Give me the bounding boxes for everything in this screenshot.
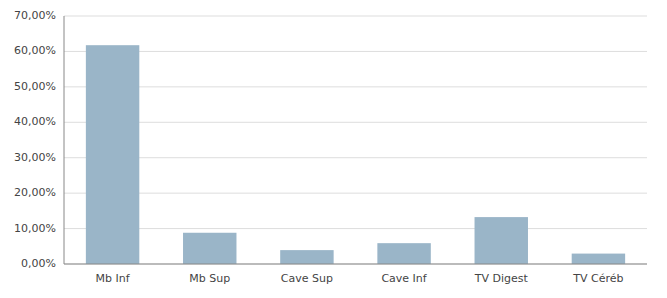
bar [280, 250, 333, 264]
y-tick-label: 30,00% [14, 151, 56, 164]
y-tick-label: 50,00% [14, 80, 56, 93]
grid-line [64, 122, 647, 123]
x-tick-label: Cave Sup [281, 272, 333, 285]
bars [86, 45, 625, 264]
y-axis [64, 16, 65, 264]
y-tick-label: 60,00% [14, 44, 56, 57]
grid-line [64, 16, 647, 17]
bar [86, 45, 139, 264]
bar [377, 243, 430, 264]
y-tick-label: 20,00% [14, 186, 56, 199]
grid-line [64, 157, 647, 158]
bar [183, 233, 236, 264]
chart-container: 0,00% 10,00% 20,00% 30,00% 40,00% 50,00% 60,00… [0, 0, 667, 298]
y-tick-label: 10,00% [14, 222, 56, 235]
y-tick-label: 0,00% [21, 257, 56, 270]
bar [572, 254, 625, 264]
x-tick-label: TV Céréb [572, 272, 623, 285]
grid-line [64, 51, 647, 52]
grid-line [64, 86, 647, 87]
y-tick-label: 70,00% [14, 9, 56, 22]
grid-line [64, 193, 647, 194]
grid-line [64, 264, 647, 265]
grid-line [64, 228, 647, 229]
x-tick-label: Mb Sup [189, 272, 230, 285]
x-tick-label: TV Digest [474, 272, 529, 285]
bar [475, 217, 528, 264]
x-tick-label: Cave Inf [381, 272, 427, 285]
grid [64, 16, 647, 264]
chart: 0,00% 10,00% 20,00% 30,00% 40,00% 50,00% 60,00… [0, 0, 667, 298]
y-tick-label: 40,00% [14, 115, 56, 128]
x-tick-label: Mb Inf [96, 272, 131, 285]
x-axis [64, 264, 647, 265]
